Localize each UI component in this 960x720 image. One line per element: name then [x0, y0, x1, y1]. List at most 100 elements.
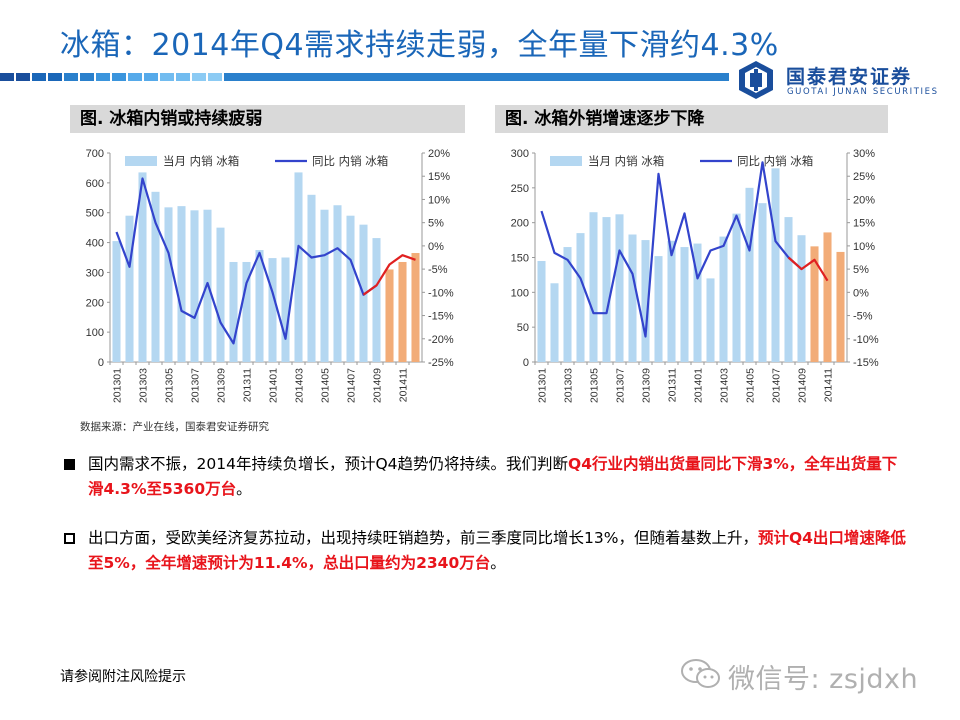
c2-legend-line-label: 同比 内销 冰箱	[737, 154, 813, 168]
c1-y-left-tick-label: 100	[86, 327, 104, 339]
c2-y-left-tick-label: 0	[523, 357, 529, 369]
c1-bar-201311	[242, 261, 251, 362]
watermark-text: 微信号: zsjdxh	[728, 664, 919, 695]
logo-name-en: GUOTAI JUNAN SECURITIES	[787, 87, 939, 97]
bullet-export-text: 出口方面，受欧美经济复苏拉动，出现持续旺销趋势，前三季度同比增长13%，但随着基…	[88, 526, 908, 576]
c2-x-tick-label-201309: 201309	[641, 368, 653, 403]
c1-legend-line-label: 同比 内销 冰箱	[312, 154, 388, 168]
c2-y-right-tick-label: -15%	[853, 357, 879, 369]
c1-bar-201302	[125, 215, 134, 362]
bullet-domestic: 国内需求不振，2014年持续负增长，预计Q4趋势仍将持续。我们判断Q4行业内销出…	[62, 452, 908, 502]
c2-legend-bar-label: 当月 内销 冰箱	[588, 154, 664, 168]
c1-x-tick-label-201403: 201403	[294, 368, 306, 403]
bullet-domestic-highlight: Q4行业内销出货量同比下滑3%，全年出货量下滑4.3%至5360万台	[88, 455, 898, 498]
c2-y-left-tick-label: 100	[511, 287, 529, 299]
c1-bar-201406	[333, 205, 342, 362]
c1-bar-201309	[216, 227, 225, 362]
c1-x-tick-label-201301: 201301	[112, 368, 124, 403]
c2-x-tick-label-201409: 201409	[797, 368, 809, 403]
c2-bar-201403	[719, 236, 728, 362]
bullet-export-highlight: 预计Q4出口增速降低至5%，全年增速预计为11.4%，总出口量约为2340万台	[88, 529, 906, 572]
c1-bar-201307	[190, 210, 199, 362]
c1-bar-201303	[138, 172, 147, 362]
logo-emblem-icon	[739, 61, 773, 99]
c1-x-tick-label-201307: 201307	[190, 368, 202, 403]
company-logo: 国泰君安证券 GUOTAI JUNAN SECURITIES	[736, 60, 950, 100]
c2-y-left-tick-label: 300	[511, 148, 529, 160]
c2-y-left-tick-label: 50	[517, 322, 529, 334]
c2-y-left-tick-label: 250	[511, 183, 529, 195]
c2-bar-201404	[732, 213, 741, 362]
c2-x-tick-label-201405: 201405	[745, 368, 757, 403]
c2-x-tick-label-201301: 201301	[537, 368, 549, 403]
c1-y-left-tick-label: 400	[86, 238, 104, 250]
c1-x-tick-label-201409: 201409	[372, 368, 384, 403]
c1-y-left-tick-label: 700	[86, 148, 104, 160]
slide-title: 冰箱：2014年Q4需求持续走弱，全年量下滑约4.3%	[60, 28, 779, 63]
c1-y-left-tick-label: 600	[86, 178, 104, 190]
filled-square-bullet-icon	[64, 459, 75, 470]
c1-x-tick-label-201411: 201411	[398, 368, 410, 402]
c1-y-right-tick-label: -10%	[428, 287, 454, 299]
c2-bar-201302	[550, 283, 559, 362]
chart-export-sales: 0 50 100 150 200 250 300 -15% -10% -5% 0% 5% 10% 15% 2…	[495, 140, 888, 418]
c2-y-right-tick-label: 20%	[853, 194, 875, 206]
c2-y-right-tick-label: 15%	[853, 218, 875, 230]
bullet-domestic-text: 国内需求不振，2014年持续负增长，预计Q4趋势仍将持续。我们判断Q4行业内销出…	[88, 452, 908, 502]
c2-y-right-tick-label: 10%	[853, 241, 875, 253]
bullet-export: 出口方面，受欧美经济复苏拉动，出现持续旺销趋势，前三季度同比增长13%，但随着基…	[62, 526, 908, 576]
c2-bar-201412	[836, 251, 845, 362]
c1-x-tick-label-201311: 201311	[242, 368, 254, 402]
c1-bar-201409	[372, 238, 381, 362]
c2-legend-bar-swatch	[550, 156, 582, 166]
chart2-panel-title: 图. 冰箱外销增速逐步下降	[495, 105, 888, 133]
c2-bar-201401	[693, 243, 702, 362]
c1-bar-201407	[346, 215, 355, 362]
c1-bar-201402	[281, 257, 290, 362]
bullet-domestic-normal: 国内需求不振，2014年持续负增长，预计Q4趋势仍将持续。我们判断	[88, 455, 569, 473]
c2-bar-201310	[654, 256, 663, 362]
c2-bar-201406	[758, 203, 767, 362]
c1-bar-201305	[164, 207, 173, 362]
c1-y-right-tick-label: 15%	[428, 171, 450, 183]
c2-x-tick-label-201303: 201303	[563, 368, 575, 403]
c1-y-left-tick-label: 200	[86, 297, 104, 309]
c1-bar-201310	[229, 261, 238, 362]
c1-y-right-tick-label: 10%	[428, 194, 450, 206]
c2-bar-201402	[706, 278, 715, 362]
c2-y-right-tick-label: -10%	[853, 334, 879, 346]
title-stripe	[0, 73, 729, 81]
c2-bar-201303	[563, 247, 572, 362]
c1-y-right-tick-label: -20%	[428, 334, 454, 346]
c2-bar-201306	[602, 217, 611, 362]
c2-x-tick-label-201401: 201401	[693, 368, 705, 403]
c1-bar-201304	[151, 191, 160, 362]
chart1-panel-title: 图. 冰箱内销或持续疲弱	[70, 105, 465, 133]
c1-y-right-tick-label: 5%	[428, 218, 444, 230]
c2-y-right-tick-label: 25%	[853, 171, 875, 183]
c1-y-right-tick-label: 20%	[428, 148, 450, 160]
c1-legend-bar-swatch	[125, 156, 157, 166]
c1-y-right-tick-label: -25%	[428, 357, 454, 369]
c1-x-tick-label-201305: 201305	[164, 368, 176, 403]
chart-domestic-sales: 0 100 200 300 400 500 600 700 -25% -20% -15% -10% -5…	[70, 140, 465, 418]
c1-bar-201306	[177, 206, 186, 362]
c1-bar-201412	[411, 253, 420, 362]
c2-y-right-tick-label: -5%	[853, 311, 873, 323]
c2-bar-201411	[823, 232, 832, 362]
c2-bar-201307	[615, 214, 624, 362]
c2-x-tick-label-201307: 201307	[615, 368, 627, 403]
c1-x-tick-label-201407: 201407	[346, 368, 358, 403]
c1-bar-201411	[398, 261, 407, 362]
c1-yoy-forecast-line	[362, 254, 416, 296]
c1-y-left-tick-label: 0	[98, 357, 104, 369]
c1-bar-201403	[294, 172, 303, 362]
bullet-export-normal: 出口方面，受欧美经济复苏拉动，出现持续旺销趋势，前三季度同比增长13%，但随着基…	[88, 529, 758, 547]
c2-yoy-line	[540, 161, 803, 338]
c1-bar-201405	[320, 209, 329, 362]
c2-bar-201410	[810, 246, 819, 362]
wechat-icon	[681, 659, 720, 688]
c2-bar-201408	[784, 217, 793, 362]
c2-y-left-tick-label: 150	[511, 253, 529, 265]
c1-bar-201404	[307, 194, 316, 362]
